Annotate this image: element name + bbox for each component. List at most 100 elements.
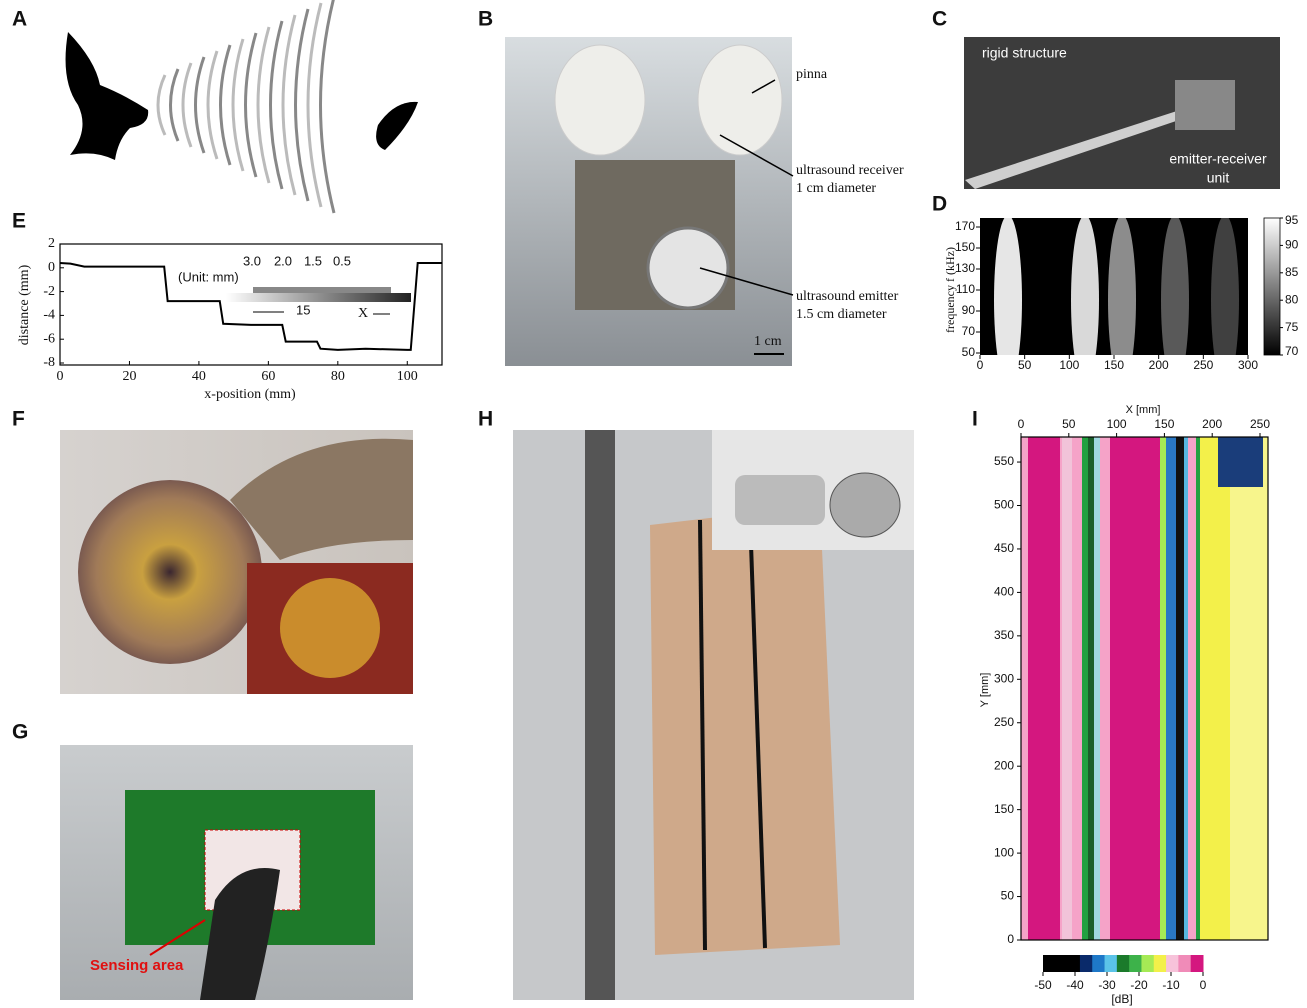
bat-silhouette xyxy=(66,32,149,160)
band xyxy=(1176,437,1184,940)
step-label: 3.0 xyxy=(243,253,261,268)
x-tick-label: 0 xyxy=(1018,417,1025,431)
x-tick-label: 60 xyxy=(261,369,275,384)
y-axis-label: frequency f (kHz) xyxy=(943,247,957,333)
y-tick-label: 170 xyxy=(955,219,975,233)
wave-arc xyxy=(283,15,295,195)
colorbar-tick-label: 75 xyxy=(1285,320,1299,334)
teeth xyxy=(280,578,380,678)
colorbar-tick-label: -30 xyxy=(1098,978,1116,992)
y-tick-label: 130 xyxy=(955,261,975,275)
x-tick-label: 150 xyxy=(1104,358,1124,372)
colorbar-tick-label: 90 xyxy=(1285,238,1299,252)
y-tick-label: 110 xyxy=(956,282,975,296)
band xyxy=(1166,437,1176,940)
y-tick-label: 50 xyxy=(962,345,976,359)
x-tick-label: 100 xyxy=(1107,417,1127,431)
figure: A B pinna ultrasound receiver 1 cm diame… xyxy=(0,0,1307,1008)
colorbar-tick-label: 85 xyxy=(1285,265,1299,279)
scale-label: 1 cm xyxy=(754,334,782,349)
colorbar-cell xyxy=(1178,955,1191,972)
annotation: pinna xyxy=(796,67,828,82)
y-tick-label: 150 xyxy=(955,240,975,254)
axis-label: X xyxy=(358,306,368,321)
step-label: 2.0 xyxy=(274,253,292,268)
pinna-shape xyxy=(698,45,782,155)
panel-label: B xyxy=(478,8,493,31)
rail xyxy=(585,430,615,1000)
band xyxy=(1028,437,1060,940)
moth-silhouette xyxy=(376,102,418,150)
annotation: ultrasound emitter xyxy=(796,289,899,304)
band xyxy=(1062,437,1072,940)
colorbar-cell xyxy=(1068,955,1081,972)
wave-arc xyxy=(246,33,257,177)
band xyxy=(1160,437,1166,940)
wood-plate xyxy=(650,505,840,955)
wave-arc xyxy=(208,51,217,159)
y-tick-label: 300 xyxy=(994,671,1014,685)
band xyxy=(1184,437,1188,940)
sensor-unit xyxy=(1175,80,1235,130)
transducer xyxy=(830,473,900,537)
annotation: emitter-receiver xyxy=(1169,151,1267,167)
x-tick-label: 250 xyxy=(1193,358,1213,372)
x-tick-label: 50 xyxy=(1018,358,1032,372)
wave-arc xyxy=(258,27,269,183)
y-axis-label: distance (mm) xyxy=(17,264,32,345)
annotation: 1 cm diameter xyxy=(796,181,876,196)
y-tick-label: 2 xyxy=(48,236,55,251)
panel-label: D xyxy=(932,193,947,216)
x-tick-label: 0 xyxy=(57,369,64,384)
panel-label: I xyxy=(972,408,978,431)
y-tick-label: 500 xyxy=(994,498,1014,512)
wave-arc xyxy=(271,21,283,189)
colorbar-tick-label: -40 xyxy=(1066,978,1084,992)
colorbar-cell xyxy=(1055,955,1068,972)
panel-label: A xyxy=(12,8,27,31)
colorbar xyxy=(1264,218,1280,355)
colorbar-tick-label: 80 xyxy=(1285,292,1299,306)
width-label: 15 xyxy=(296,302,310,317)
colorbar-cell xyxy=(1154,955,1167,972)
wave-arc xyxy=(183,63,191,147)
colorbar-cell xyxy=(1117,955,1130,972)
annotation: rigid structure xyxy=(982,45,1067,61)
x-tick-label: 40 xyxy=(192,369,206,384)
y-tick-label: -8 xyxy=(43,355,55,370)
colorbar-tick-label: -20 xyxy=(1130,978,1148,992)
annotation: unit xyxy=(1207,170,1230,186)
lamprey-mouth xyxy=(78,480,262,664)
wave-arc xyxy=(171,69,179,141)
x-tick-label: 250 xyxy=(1250,417,1270,431)
pinna-shape xyxy=(555,45,645,155)
inset-bar xyxy=(226,293,411,302)
annotation: 1.5 cm diameter xyxy=(796,307,887,322)
panel-label: C xyxy=(932,8,947,31)
y-tick-label: -4 xyxy=(43,308,55,323)
band xyxy=(1218,437,1263,487)
y-tick-label: -2 xyxy=(43,284,55,299)
inset-unit: (Unit: mm) xyxy=(178,269,239,284)
wave-arc xyxy=(296,9,309,201)
sound-waves xyxy=(158,0,334,213)
step-label: 1.5 xyxy=(304,253,322,268)
wave-arc xyxy=(233,39,243,171)
y-tick-label: 400 xyxy=(994,585,1014,599)
band xyxy=(1211,215,1239,385)
colorbar-cell xyxy=(1092,955,1105,972)
y-tick-label: 0 xyxy=(1007,932,1014,946)
x-tick-label: 80 xyxy=(331,369,345,384)
x-axis-label: X [mm] xyxy=(1126,404,1161,416)
transducer xyxy=(735,475,825,525)
wave-arc xyxy=(321,0,335,213)
wave-arc xyxy=(221,45,231,165)
y-tick-label: 90 xyxy=(962,303,976,317)
panel-label: H xyxy=(478,408,493,431)
y-tick-label: 250 xyxy=(994,715,1014,729)
annotation: Sensing area xyxy=(90,957,184,974)
y-tick-label: 70 xyxy=(962,324,976,338)
wave-arc xyxy=(196,57,205,153)
panel-label: E xyxy=(12,210,26,233)
colorbar-cell xyxy=(1080,955,1093,972)
